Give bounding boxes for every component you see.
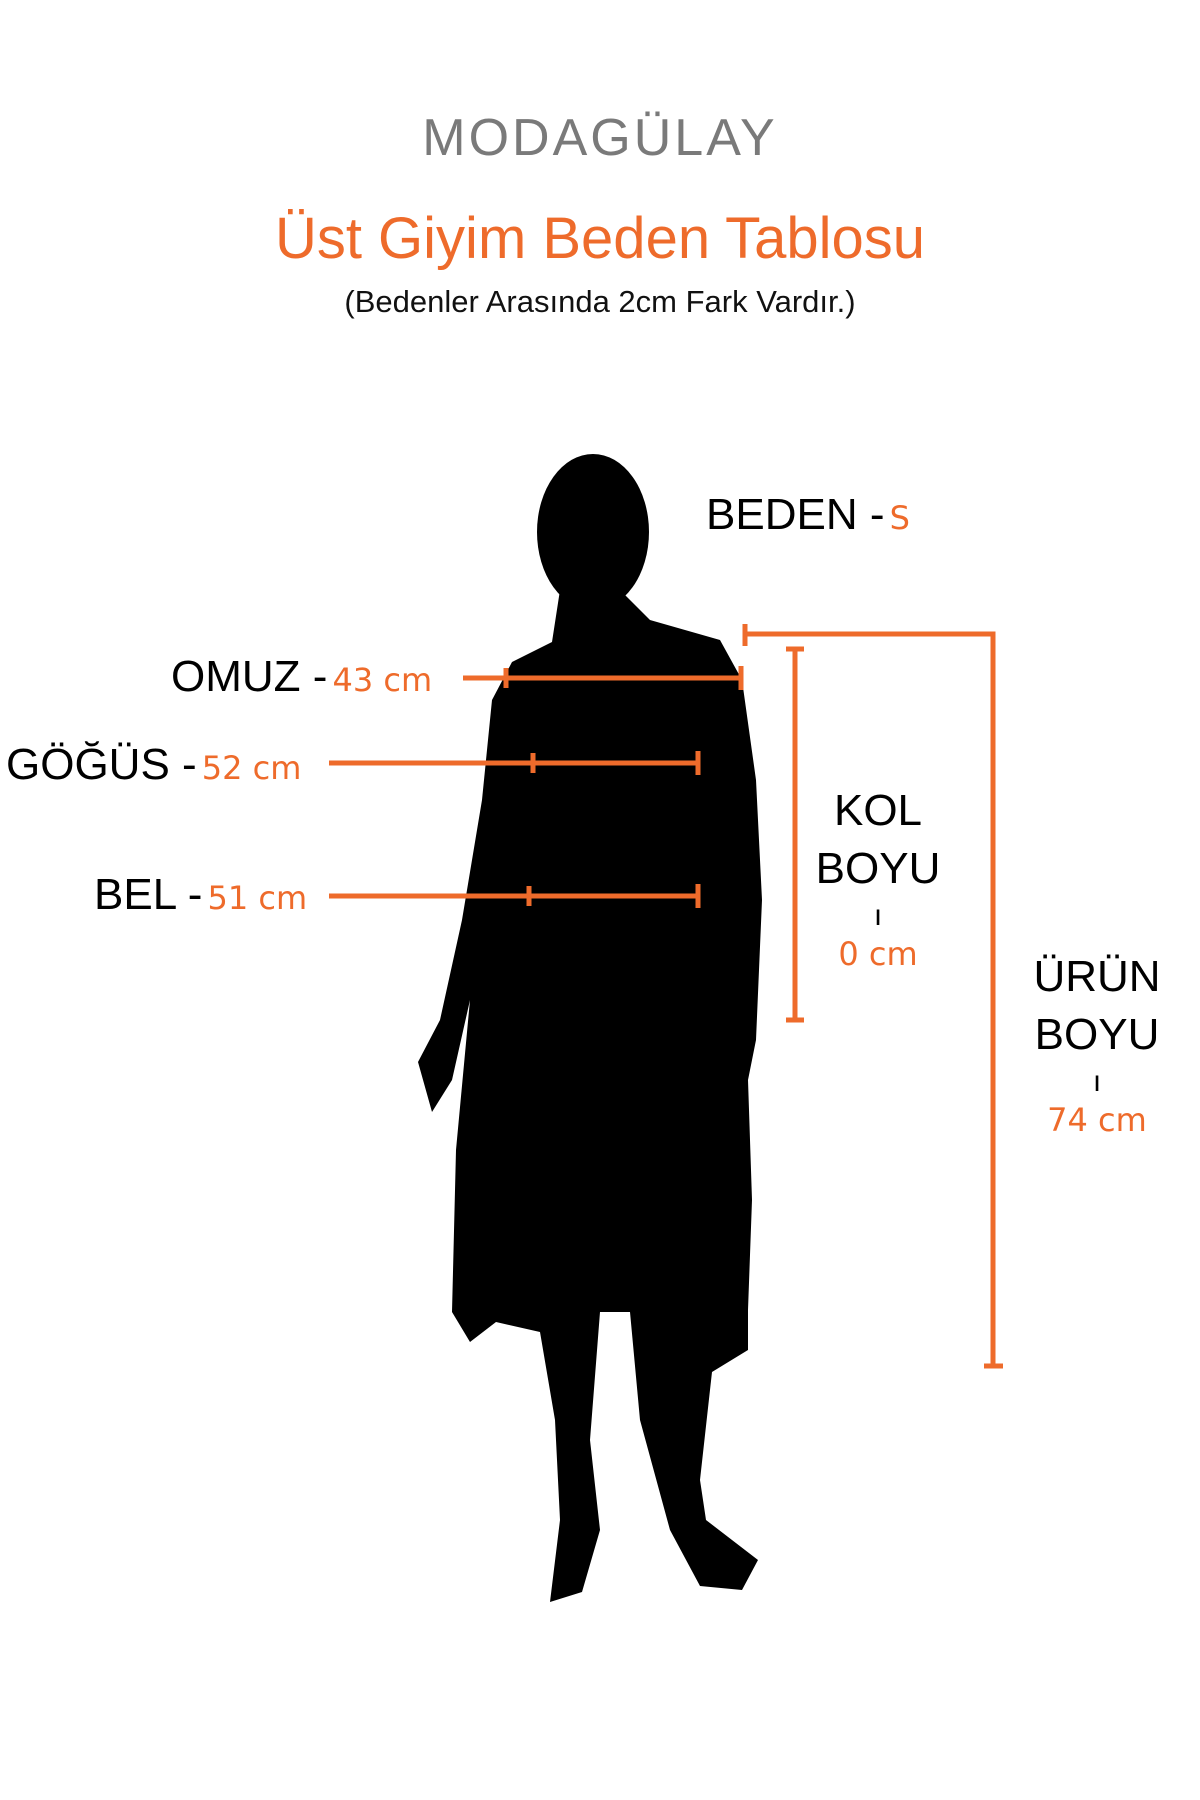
kol-boyu-measurement: KOL BOYU ı 0 cm (816, 782, 941, 974)
bel-label: BEL - (94, 870, 203, 919)
page-subtitle: (Bedenler Arasında 2cm Fark Vardır.) (344, 284, 856, 319)
omuz-value: 43 cm (332, 661, 433, 699)
silhouette-body (418, 590, 762, 1602)
urun-boyu-value: 74 cm (1047, 1101, 1147, 1139)
kol-boyu-label-2: BOYU (815, 844, 941, 893)
brand-logo: MODAGÜLAY (422, 109, 778, 167)
bel-measure-line (329, 884, 701, 908)
silhouette-figure (418, 454, 762, 1602)
kol-boyu-measure-line (786, 646, 804, 1023)
omuz-label: OMUZ - (171, 652, 328, 701)
kol-boyu-label-1: KOL (833, 786, 923, 835)
urun-boyu-measurement: ÜRÜN BOYU ı 74 cm (1033, 948, 1160, 1140)
size-indicator: BEDEN - S (706, 490, 910, 540)
bel-measurement: BEL - 51 cm (94, 870, 307, 920)
size-label: BEDEN - (706, 490, 885, 539)
kol-boyu-separator: ı (873, 899, 883, 932)
urun-boyu-measure-line (742, 624, 1003, 1369)
urun-boyu-label-2: BOYU (1034, 1010, 1160, 1059)
page-title: Üst Giyim Beden Tablosu (274, 206, 926, 271)
omuz-measure-line (463, 666, 744, 690)
gogus-measurement: GÖĞÜS - 52 cm (6, 740, 301, 790)
size-value: S (889, 499, 910, 537)
gogus-measure-line (329, 751, 701, 775)
urun-boyu-label-1: ÜRÜN (1033, 952, 1161, 1001)
gogus-value: 52 cm (201, 749, 302, 787)
bel-value: 51 cm (207, 879, 308, 917)
kol-boyu-value: 0 cm (838, 935, 918, 973)
urun-boyu-separator: ı (1092, 1065, 1102, 1098)
gogus-label: GÖĞÜS - (6, 740, 197, 789)
omuz-measurement: OMUZ - 43 cm (171, 652, 432, 702)
silhouette-head (537, 454, 649, 610)
